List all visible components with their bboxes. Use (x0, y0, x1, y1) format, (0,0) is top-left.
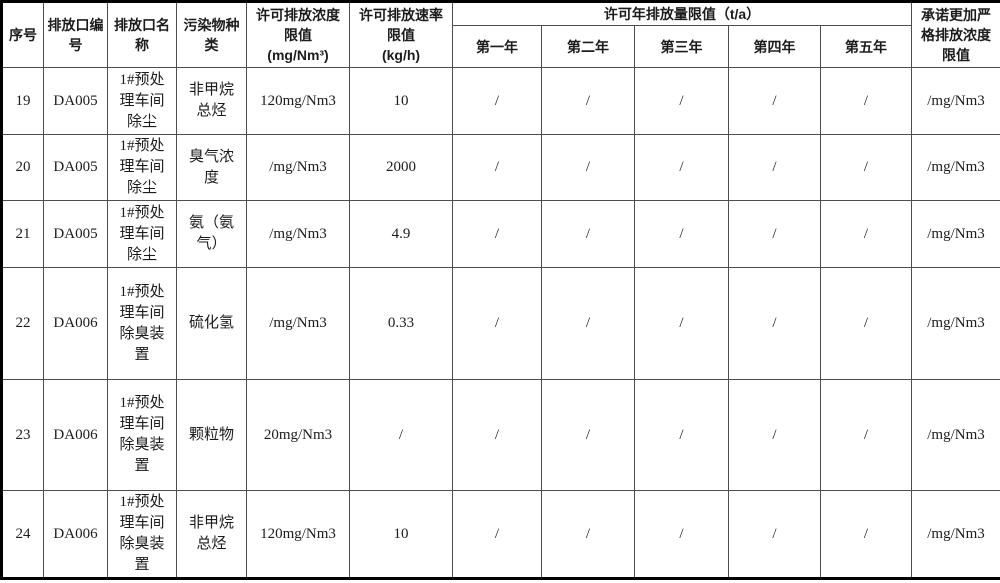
cell-year4: / (728, 490, 821, 579)
cell-year5: / (819, 200, 913, 268)
cell-year2: / (541, 67, 635, 135)
cell-year4: / (728, 379, 821, 491)
table-body: 19 DA005 1#预处 理车间 除尘 非甲烷 总烃 120mg/Nm3 10// / / /… (1, 67, 1000, 579)
col-header-year3: 第三年 (634, 25, 729, 68)
cell-stricter: /mg/Nm3 (911, 200, 1000, 268)
cell-year2: / (541, 379, 635, 491)
table-row: 19 DA005 1#预处 理车间 除尘 非甲烷 总烃 120mg/Nm3 10// / / /… (1, 67, 1000, 135)
cell-outlet_name: 1#预处 理车间 除臭装 置 (107, 379, 177, 491)
col-header-year2: 第二年 (541, 25, 635, 68)
cell-pollutant: 硫化氢 (176, 267, 247, 380)
cell-rate_limit: 0.33 (349, 267, 453, 380)
cell-year4: / (728, 67, 821, 135)
cell-year1: / (452, 490, 542, 579)
col-group-annual-limit: 许可年排放量限值（t/a） (451, 1, 913, 26)
col-header-year5: 第五年 (819, 25, 913, 68)
cell-year5: / (819, 134, 913, 201)
cell-stricter: /mg/Nm3 (911, 267, 1000, 380)
cell-pollutant: 非甲烷 总烃 (176, 490, 247, 579)
cell-year3: / (634, 379, 729, 491)
cell-rate_limit: 2000 (349, 134, 453, 201)
table-row: 21 DA005 1#预处 理车间 除尘 氨（氨 气）/mg/Nm3 4.9// / / / /… (1, 200, 1000, 268)
cell-year4: / (728, 134, 821, 201)
cell-outlet_no: DA006 (43, 490, 108, 579)
cell-year3: / (634, 267, 729, 380)
cell-outlet_name: 1#预处 理车间 除臭装 置 (107, 490, 177, 579)
col-header-index: 序号 (1, 1, 44, 68)
cell-conc_limit: 120mg/Nm3 (246, 67, 350, 135)
col-header-rate_limit: 许可排放速率 限值 (kg/h) (349, 1, 453, 68)
col-header-year4: 第四年 (728, 25, 821, 68)
col-header-year1: 第一年 (452, 25, 542, 68)
col-header-conc_limit: 许可排放浓度 限值 (mg/Nm³) (246, 1, 350, 68)
cell-pollutant: 臭气浓 度 (176, 134, 247, 201)
cell-index: 22 (1, 267, 44, 380)
cell-year3: / (634, 200, 729, 268)
cell-year4: / (728, 267, 821, 380)
cell-year2: / (541, 490, 635, 579)
cell-conc_limit: /mg/Nm3 (246, 134, 350, 201)
cell-conc_limit: 20mg/Nm3 (246, 379, 350, 491)
cell-index: 20 (1, 134, 44, 201)
cell-year5: / (819, 490, 913, 579)
cell-index: 19 (1, 67, 44, 135)
cell-year1: / (452, 200, 542, 268)
cell-index: 21 (1, 200, 44, 268)
cell-conc_limit: 120mg/Nm3 (246, 490, 350, 579)
cell-outlet_no: DA006 (43, 379, 108, 491)
cell-pollutant: 颗粒物 (176, 379, 247, 491)
cell-outlet_no: DA005 (43, 67, 108, 135)
cell-year2: / (541, 134, 635, 201)
cell-conc_limit: /mg/Nm3 (246, 200, 350, 268)
cell-pollutant: 氨（氨 气） (176, 200, 247, 268)
cell-year2: / (541, 267, 635, 380)
table-row: 24 DA006 1#预处 理车间 除臭装 置非甲烷 总烃 120mg/Nm3 10//… (1, 490, 1000, 579)
col-header-outlet_no: 排放口编 号 (43, 1, 108, 68)
cell-index: 24 (1, 490, 44, 579)
cell-year2: / (541, 200, 635, 268)
cell-conc_limit: /mg/Nm3 (246, 267, 350, 380)
cell-rate_limit: 4.9 (349, 200, 453, 268)
table-header: 序号 排放口编 号排放口名 称污染物种 类许可排放浓度 限值 (mg/Nm³) 许可… (1, 1, 1000, 68)
cell-year1: / (452, 67, 542, 135)
cell-year1: / (452, 267, 542, 380)
table-row: 22 DA006 1#预处 理车间 除臭装 置硫化氢/mg/Nm3 0.33// / / /… (1, 267, 1000, 380)
cell-outlet_no: DA006 (43, 267, 108, 380)
cell-rate_limit: / (349, 379, 453, 491)
cell-stricter: /mg/Nm3 (911, 379, 1000, 491)
cell-outlet_name: 1#预处 理车间 除尘 (107, 200, 177, 268)
cell-year3: / (634, 134, 729, 201)
cell-outlet_no: DA005 (43, 200, 108, 268)
cell-outlet_name: 1#预处 理车间 除尘 (107, 67, 177, 135)
cell-year1: / (452, 134, 542, 201)
cell-stricter: /mg/Nm3 (911, 134, 1000, 201)
cell-rate_limit: 10 (349, 490, 453, 579)
col-header-outlet_name: 排放口名 称 (107, 1, 177, 68)
cell-year5: / (819, 379, 913, 491)
cell-year4: / (728, 200, 821, 268)
table-row: 23 DA006 1#预处 理车间 除臭装 置颗粒物 20mg/Nm3// / / / //m… (1, 379, 1000, 491)
cell-year3: / (634, 490, 729, 579)
cell-index: 23 (1, 379, 44, 491)
cell-year1: / (452, 379, 542, 491)
cell-stricter: /mg/Nm3 (911, 67, 1000, 135)
cell-outlet_no: DA005 (43, 134, 108, 201)
cell-stricter: /mg/Nm3 (911, 490, 1000, 579)
cell-year3: / (634, 67, 729, 135)
cell-rate_limit: 10 (349, 67, 453, 135)
col-header-pollutant: 污染物种 类 (176, 1, 247, 68)
cell-year5: / (819, 267, 913, 380)
col-header-stricter: 承诺更加严 格排放浓度 限值 (911, 1, 1000, 68)
cell-year5: / (819, 67, 913, 135)
cell-pollutant: 非甲烷 总烃 (176, 67, 247, 135)
table-row: 20 DA005 1#预处 理车间 除尘 臭气浓 度/mg/Nm3 2000// / / / /… (1, 134, 1000, 201)
cell-outlet_name: 1#预处 理车间 除臭装 置 (107, 267, 177, 380)
cell-outlet_name: 1#预处 理车间 除尘 (107, 134, 177, 201)
